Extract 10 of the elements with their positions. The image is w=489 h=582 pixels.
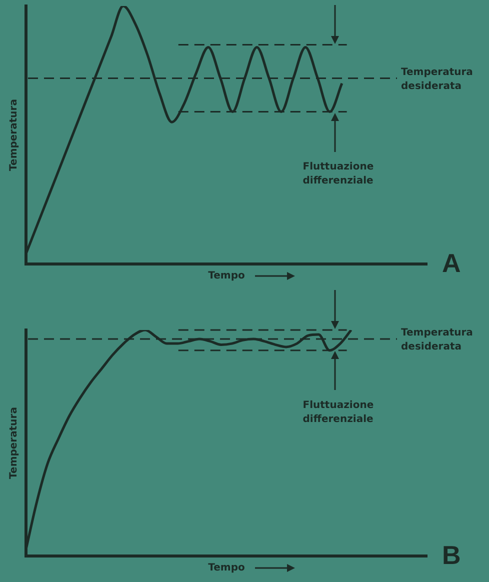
text: A bbox=[442, 248, 461, 278]
annotation: Fluttuazione differenziale bbox=[302, 161, 374, 186]
x-axis-title: Tempo bbox=[208, 270, 245, 282]
x-axis-title: Tempo bbox=[208, 562, 245, 574]
annotation: Fluttuazione differenziale bbox=[302, 400, 374, 425]
ref-line-label: Temperatura desiderata bbox=[401, 328, 473, 353]
ref-line-label: Temperatura desiderata bbox=[401, 66, 473, 92]
text: B bbox=[442, 540, 461, 570]
y-axis-title: Temperatura bbox=[8, 407, 20, 479]
y-axis-title: Temperatura bbox=[8, 99, 20, 171]
